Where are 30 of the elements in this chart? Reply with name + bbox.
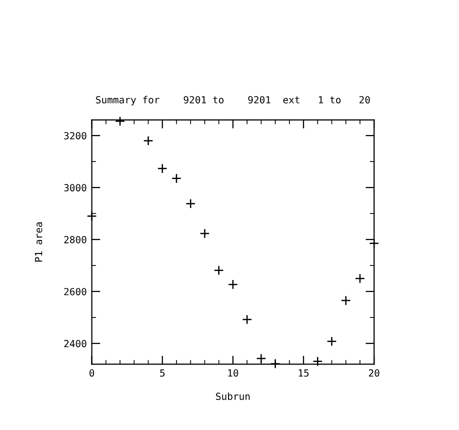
point <box>228 279 238 290</box>
point <box>340 296 351 306</box>
point <box>242 314 252 325</box>
x-tick-label: 10 <box>228 369 238 377</box>
point <box>157 164 168 174</box>
point <box>171 173 182 184</box>
x-tick-label: 0 <box>90 369 94 377</box>
y-tick-label: 2400 <box>64 340 86 348</box>
chart-title: Summary for 9201 to 9201 ext 1 to 20 <box>96 96 370 106</box>
y-tick-label: 2800 <box>64 236 86 244</box>
point <box>86 211 97 222</box>
point <box>200 228 210 239</box>
point <box>354 273 365 284</box>
point <box>186 198 196 209</box>
x-tick-label: 20 <box>368 369 380 377</box>
point <box>214 265 224 276</box>
point <box>115 116 126 126</box>
y-tick-label: 2600 <box>64 288 86 296</box>
point <box>256 353 266 364</box>
point <box>326 336 337 346</box>
y-axis-title: P1 area <box>34 222 42 262</box>
x-tick-label: 15 <box>298 369 309 377</box>
point <box>143 136 154 146</box>
x-tick-label: 5 <box>160 369 165 377</box>
point <box>270 358 280 369</box>
point <box>312 356 323 366</box>
x-axis-title: Subrun <box>216 392 250 400</box>
point <box>369 238 380 248</box>
y-tick-label: 3000 <box>64 184 86 192</box>
y-tick-label: 3200 <box>64 132 86 140</box>
